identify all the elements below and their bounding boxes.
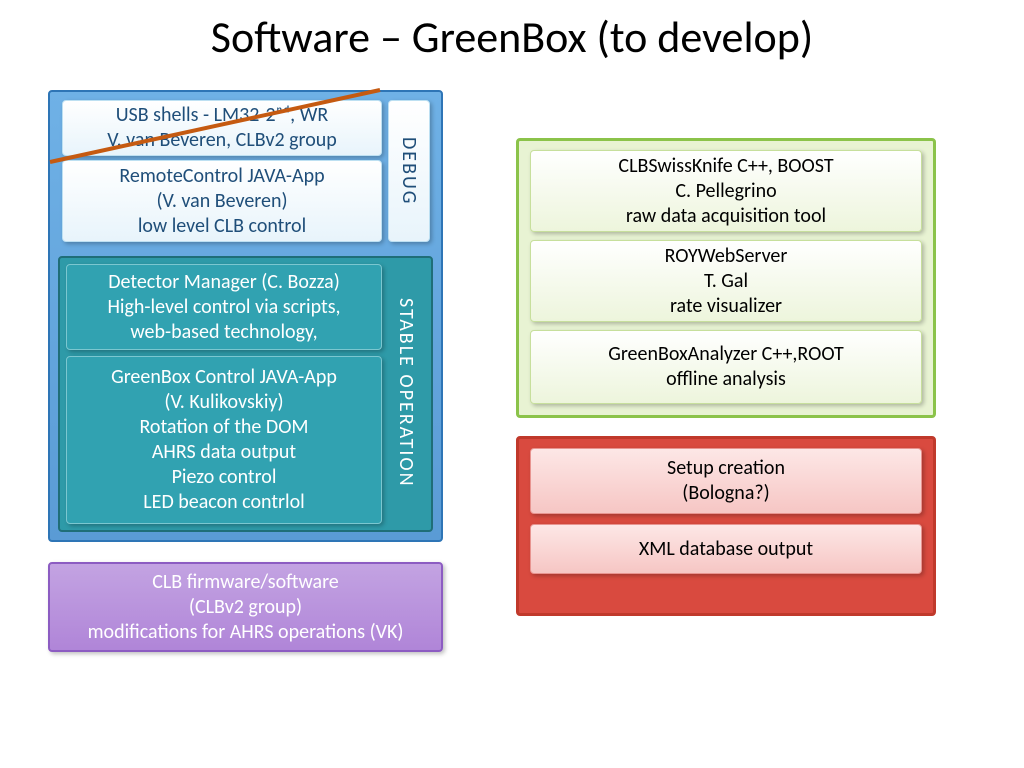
green-box-analyzer: GreenBoxAnalyzer C++,ROOToffline analysi…	[530, 330, 922, 404]
text-line: modifications for AHRS operations (VK)	[88, 620, 404, 645]
text-line: Setup creation	[667, 456, 785, 481]
text-line: High-level control via scripts,	[107, 295, 340, 320]
red-box-xml-output: XML database output	[530, 524, 922, 574]
debug-vertical-label: DEBUG	[388, 100, 430, 242]
red-box-setup-creation: Setup creation(Bologna?)	[530, 448, 922, 514]
text-line: V. van Beveren, CLBv2 group	[107, 128, 337, 153]
text-line: RemoteControl JAVA-App	[119, 164, 324, 189]
text-line: (Bologna?)	[682, 481, 769, 506]
text-line: AHRS data output	[152, 440, 296, 465]
debug-box-usb-shells: USB shells - LM32-2ⁿᵈ, WRV. van Beveren,…	[62, 100, 382, 156]
text-line: LED beacon contrlol	[143, 490, 304, 515]
text-line: GreenBox Control JAVA-App	[111, 365, 337, 390]
text-line: CLBSwissKnife C++, BOOST	[618, 154, 833, 179]
text-line: rate visualizer	[670, 294, 782, 319]
stable-box-greenbox-control: GreenBox Control JAVA-App(V. Kulikovskiy…	[66, 356, 382, 524]
text-line: Detector Manager (C. Bozza)	[108, 270, 340, 295]
text-line: web-based technology,	[130, 320, 317, 345]
text-line: C. Pellegrino	[675, 179, 776, 204]
text-line: (V. Kulikovskiy)	[164, 390, 283, 415]
text-line: CLB firmware/software	[152, 570, 339, 595]
text-line: T. Gal	[704, 269, 748, 294]
green-box-roy-webserver: ROYWebServerT. Galrate visualizer	[530, 240, 922, 322]
text-line: raw data acquisition tool	[626, 204, 826, 229]
text-line: GreenBoxAnalyzer C++,ROOT	[608, 342, 844, 367]
green-box-clb-swissknife: CLBSwissKnife C++, BOOSTC. Pellegrinoraw…	[530, 150, 922, 232]
text-line: USB shells - LM32-2ⁿᵈ, WR	[116, 103, 329, 128]
text-line: low level CLB control	[138, 214, 306, 239]
text-line: Piezo control	[172, 465, 277, 490]
text-line: Rotation of the DOM	[139, 415, 308, 440]
purple-firmware-box: CLB firmware/software(CLBv2 group)modifi…	[48, 562, 443, 652]
text-line: offline analysis	[666, 367, 786, 392]
stable-box-detector-manager: Detector Manager (C. Bozza)High-level co…	[66, 264, 382, 350]
text-line: XML database output	[639, 537, 813, 562]
page-title: Software – GreenBox (to develop)	[0, 10, 1024, 64]
text-line: (CLBv2 group)	[189, 595, 302, 620]
stable-vertical-label: STABLE OPERATION	[388, 266, 424, 520]
debug-box-remote-control: RemoteControl JAVA-App(V. van Beveren)lo…	[62, 160, 382, 242]
text-line: (V. van Beveren)	[156, 189, 287, 214]
text-line: ROYWebServer	[665, 244, 788, 269]
